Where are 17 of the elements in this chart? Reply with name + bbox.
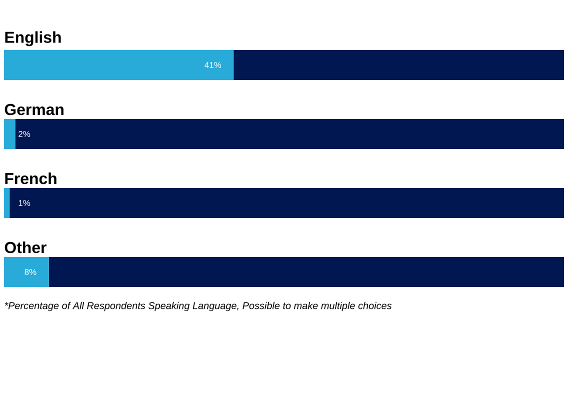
text: *Percentage of All Respondents Speaking Language, Possible to make multiple choices [4,302,392,312]
data-label: 1% [18,200,30,206]
bar [4,119,16,150]
y-tick-label: English [5,31,61,46]
y-tick-label: German [4,104,64,116]
y-tick-label: French [5,172,56,184]
bar [4,50,234,80]
data-label: 8% [24,269,36,275]
bar [4,257,49,288]
bar [10,188,564,218]
data-label: 41% [204,62,222,68]
bar [4,188,10,218]
bar [48,257,564,288]
data-label: 2% [18,131,30,137]
bar [15,119,564,150]
y-tick-label: Other [4,241,46,254]
bar [234,50,564,80]
